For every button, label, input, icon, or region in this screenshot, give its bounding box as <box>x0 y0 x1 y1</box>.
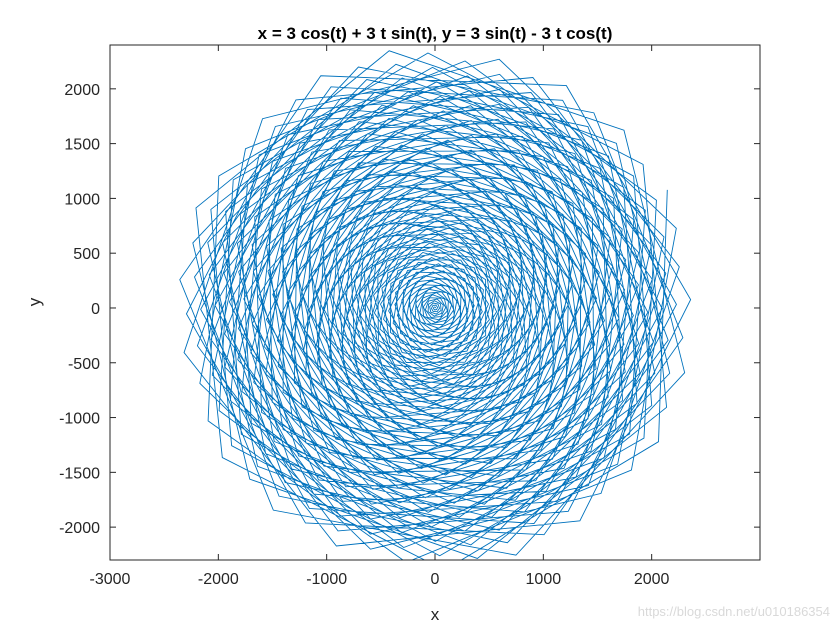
x-axis-ticks: -3000 -2000 -1000 0 1000 2000 <box>90 45 670 588</box>
y-tick-label: 500 <box>73 246 100 263</box>
x-tick-label: -2000 <box>198 571 239 588</box>
y-tick-label: -1500 <box>59 465 100 482</box>
y-axis-label: y <box>25 297 44 306</box>
x-tick-label: 0 <box>431 571 440 588</box>
y-tick-label: 1000 <box>64 191 100 208</box>
y-tick-label: -2000 <box>59 520 100 537</box>
x-tick-label: -1000 <box>306 571 347 588</box>
chart-title: x = 3 cos(t) + 3 t sin(t), y = 3 sin(t) … <box>258 24 613 43</box>
x-tick-label: 2000 <box>634 571 670 588</box>
y-axis-ticks: -2000 -1500 -1000 -500 0 500 1000 1500 2000 <box>59 82 760 537</box>
y-tick-label: 2000 <box>64 82 100 99</box>
y-tick-label: 0 <box>91 301 100 318</box>
x-tick-label: 1000 <box>526 571 562 588</box>
watermark: https://blog.csdn.net/u010186354 <box>638 604 830 619</box>
y-tick-label: -500 <box>68 356 100 373</box>
curve-line <box>179 50 692 560</box>
curve-layer <box>179 50 692 560</box>
y-tick-label: -1000 <box>59 411 100 428</box>
y-tick-label: 1500 <box>64 137 100 154</box>
x-tick-label: -3000 <box>90 571 131 588</box>
x-axis-label: x <box>431 605 440 624</box>
